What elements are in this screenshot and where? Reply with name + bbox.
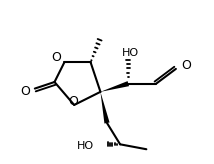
Text: O: O [20, 85, 30, 98]
Text: HO: HO [77, 141, 94, 151]
Text: HO: HO [121, 48, 138, 58]
Text: O: O [68, 95, 78, 108]
Text: O: O [51, 51, 61, 64]
Polygon shape [100, 81, 129, 92]
Text: O: O [182, 59, 192, 72]
Polygon shape [100, 92, 110, 123]
